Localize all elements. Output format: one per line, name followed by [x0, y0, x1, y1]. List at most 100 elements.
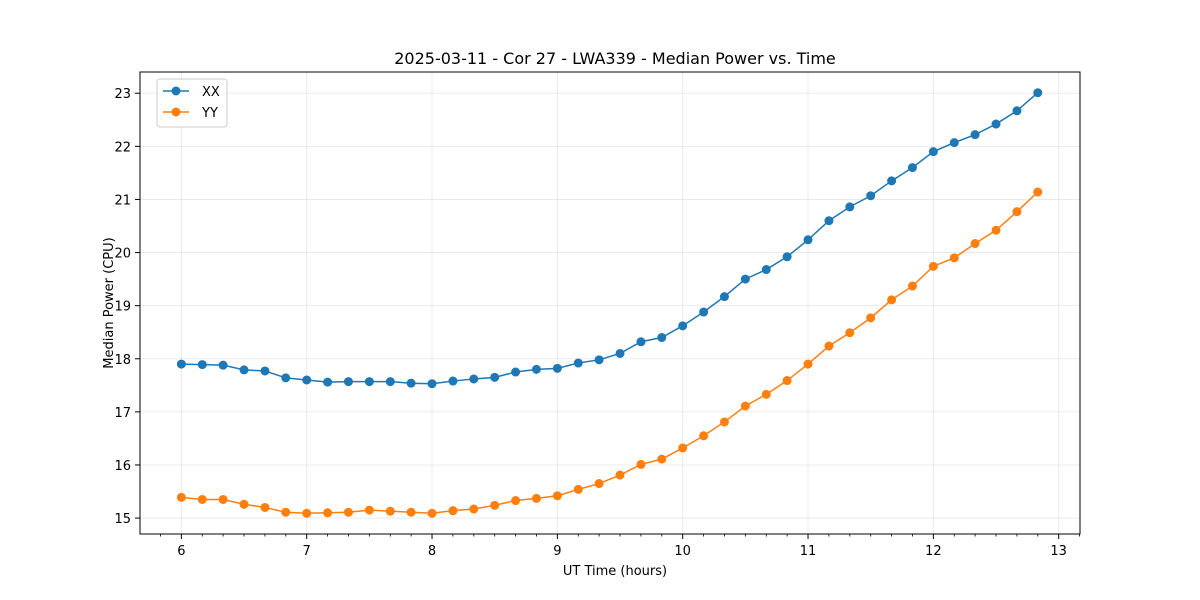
data-point-xx — [594, 355, 604, 365]
data-point-yy — [490, 500, 500, 510]
y-tick-label: 20 — [114, 247, 131, 262]
data-point-yy — [239, 499, 249, 509]
data-point-yy — [531, 493, 541, 503]
data-point-yy — [385, 506, 395, 516]
data-point-xx — [531, 364, 541, 374]
data-point-yy — [281, 507, 291, 517]
data-point-xx — [385, 377, 395, 387]
data-point-xx — [427, 379, 437, 389]
data-point-xx — [657, 333, 667, 343]
x-tick-label: 12 — [925, 544, 942, 559]
data-point-xx — [260, 366, 270, 376]
y-tick-label: 22 — [114, 140, 131, 155]
data-point-xx — [302, 375, 312, 385]
x-tick-label: 7 — [303, 544, 311, 559]
data-point-xx — [782, 252, 792, 262]
grid — [140, 72, 1080, 534]
data-point-yy — [740, 401, 750, 411]
data-point-xx — [573, 358, 583, 368]
data-point-yy — [782, 376, 792, 386]
legend-marker-yy — [171, 107, 181, 117]
data-point-xx — [740, 274, 750, 284]
data-point-xx — [991, 119, 1001, 129]
x-tick-label: 11 — [800, 544, 817, 559]
data-point-xx — [678, 321, 688, 331]
data-point-xx — [343, 377, 353, 387]
chart-title: 2025-03-11 - Cor 27 - LWA339 - Median Po… — [394, 49, 836, 68]
data-point-xx — [197, 360, 207, 370]
x-tick-label: 6 — [177, 544, 185, 559]
data-point-xx — [761, 265, 771, 275]
data-point-yy — [824, 341, 834, 351]
data-point-yy — [406, 507, 416, 517]
data-point-yy — [907, 281, 917, 291]
x-tick-label: 13 — [1050, 544, 1067, 559]
data-point-xx — [949, 138, 959, 148]
x-tick-label: 10 — [674, 544, 691, 559]
data-point-yy — [573, 484, 583, 494]
x-tick-label: 8 — [428, 544, 436, 559]
y-tick-label: 19 — [114, 300, 131, 315]
data-point-yy — [176, 492, 186, 502]
y-axis-label: Median Power (CPU) — [102, 237, 117, 368]
data-point-xx — [928, 147, 938, 157]
legend-label-xx: XX — [202, 85, 220, 100]
data-point-yy — [552, 491, 562, 501]
data-point-xx — [323, 377, 333, 387]
data-point-yy — [970, 239, 980, 249]
y-tick-label: 15 — [114, 512, 131, 527]
legend-label-yy: YY — [201, 106, 218, 121]
data-point-yy — [719, 417, 729, 427]
x-axis-ticks: 6 7 8 9 10 11 12 13 — [160, 534, 1080, 559]
data-point-yy — [343, 507, 353, 517]
legend: XX YY — [156, 78, 228, 128]
y-tick-label: 18 — [114, 353, 131, 368]
data-point-yy — [928, 261, 938, 271]
data-point-yy — [803, 359, 813, 369]
y-tick-label: 16 — [114, 459, 131, 474]
data-point-xx — [469, 374, 479, 384]
data-point-xx — [636, 337, 646, 347]
y-tick-label: 17 — [114, 406, 131, 421]
data-point-yy — [511, 496, 521, 506]
data-point-xx — [845, 202, 855, 212]
data-point-yy — [594, 479, 604, 489]
data-point-yy — [323, 508, 333, 518]
data-point-xx — [239, 365, 249, 375]
data-point-yy — [1012, 207, 1022, 217]
data-point-xx — [1033, 88, 1043, 98]
data-point-yy — [887, 295, 897, 305]
data-point-yy — [866, 313, 876, 323]
data-point-xx — [364, 377, 374, 387]
data-point-yy — [1033, 187, 1043, 197]
data-point-yy — [197, 494, 207, 504]
data-point-xx — [866, 191, 876, 201]
data-point-xx — [970, 130, 980, 140]
data-point-yy — [678, 443, 688, 453]
plot-frame — [139, 71, 1081, 535]
data-point-xx — [490, 372, 500, 382]
data-point-yy — [302, 508, 312, 518]
data-point-xx — [803, 235, 813, 245]
data-point-yy — [364, 505, 374, 515]
data-point-xx — [552, 363, 562, 373]
data-point-yy — [218, 494, 228, 504]
data-point-xx — [406, 378, 416, 388]
data-point-yy — [260, 502, 270, 512]
data-point-yy — [469, 504, 479, 514]
legend-marker-xx — [171, 86, 181, 96]
x-axis-label: UT Time (hours) — [563, 564, 667, 579]
data-point-yy — [657, 454, 667, 464]
data-point-xx — [218, 360, 228, 370]
data-point-yy — [991, 225, 1001, 235]
y-tick-label: 23 — [114, 87, 131, 102]
data-point-xx — [699, 307, 709, 317]
data-point-xx — [281, 373, 291, 383]
data-point-yy — [615, 470, 625, 480]
data-point-yy — [448, 506, 458, 516]
data-point-xx — [176, 359, 186, 369]
y-tick-label: 21 — [114, 193, 131, 208]
y-axis-ticks: 15 16 17 18 19 20 21 22 23 — [114, 87, 140, 527]
data-point-yy — [427, 508, 437, 518]
